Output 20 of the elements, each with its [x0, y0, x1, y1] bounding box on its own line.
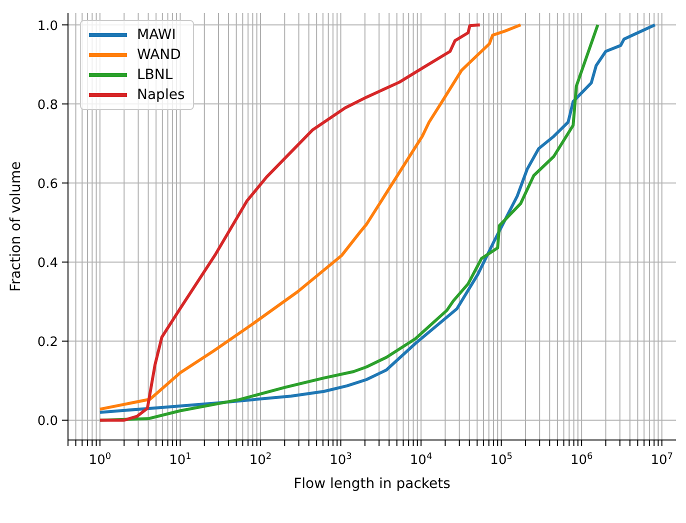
x-tick-label: 10$^{1}$ [169, 452, 192, 468]
y-tick-label: 0.4 [37, 256, 58, 272]
legend-label: MAWI [137, 26, 176, 45]
x-tick-label: 10$^{2}$ [249, 452, 272, 468]
y-tick-label: 1.0 [37, 18, 58, 34]
x-tick-label: 10$^{3}$ [330, 452, 352, 468]
x-tick-label: 10$^{0}$ [88, 452, 112, 468]
y-tick-label: 0.8 [37, 98, 58, 113]
legend-label: WAND [137, 46, 181, 65]
y-tick-label: 0.2 [37, 335, 58, 350]
legend-label: Naples [137, 86, 185, 105]
y-axis-title: Fraction of volume [8, 161, 24, 292]
x-tick-label: 10$^{6}$ [570, 452, 593, 468]
y-tick-label: 0.6 [37, 177, 58, 192]
y-tick-label: 0.0 [37, 414, 58, 430]
x-tick-label: 10$^{4}$ [410, 452, 432, 468]
legend-label: LBNL [137, 66, 173, 85]
x-tick-label: 10$^{7}$ [650, 452, 674, 468]
x-axis-title: Flow length in packets [294, 476, 450, 492]
x-tick-label: 10$^{5}$ [490, 452, 512, 468]
